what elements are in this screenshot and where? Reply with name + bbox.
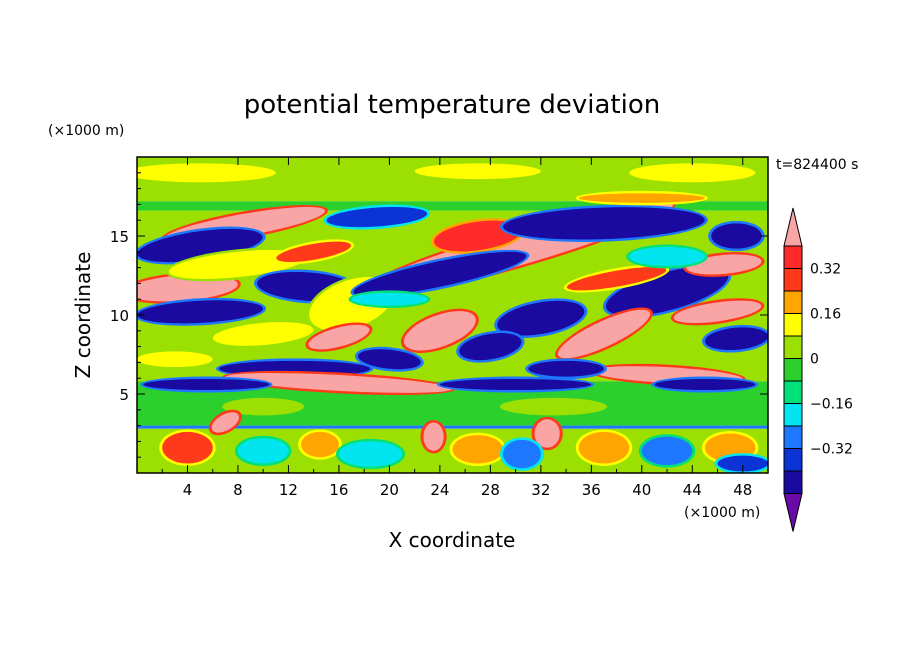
field-feature-50 [502,439,541,469]
field-feature-30 [439,378,592,391]
field-feature-46 [237,438,289,464]
field-feature-10 [503,207,705,240]
field-feature-36 [137,163,276,183]
field-feature-11 [326,206,428,228]
field-feature-42 [211,412,240,433]
chart-title: potential temperature deviation [244,90,660,120]
y-axis-label: Z coordinate [71,252,95,379]
x-axis-unit: (×1000 m) [684,505,760,521]
x-tick-label: 12 [279,481,298,499]
field-feature-14 [711,223,762,249]
colorbar-box [783,358,803,382]
x-tick-label: 32 [531,481,550,499]
x-tick-label: 36 [582,481,601,499]
field-feature-15 [673,300,762,324]
x-tick-label: 16 [329,481,348,499]
colorbar-box [783,403,803,427]
colorbar-tick-label: 0 [810,352,819,368]
field-feature-47 [301,431,339,458]
x-tick-label: 8 [233,481,243,499]
field-feature-51 [578,431,630,464]
field-feature-16 [705,327,768,351]
field-feature-39 [578,193,705,203]
colorbar-tick-label: −0.32 [810,442,853,458]
x-tick-label: 28 [481,481,500,499]
colorbar: 0.32 0.16 0 −0.16 −0.32 [783,207,853,532]
x-tick-label: 4 [183,481,193,499]
field-feature-12 [605,266,729,316]
field-feature-34 [276,241,351,262]
field-feature-19 [403,311,476,351]
field-feature-37 [414,163,541,180]
colorbar-box [783,425,803,449]
field-feature-25 [137,351,213,368]
colorbar-tick-label: 0.16 [810,307,841,323]
field-feature-49 [452,435,503,464]
field-feature-54 [717,455,768,472]
field-feature-28 [528,360,604,377]
x-tick-label: 40 [632,481,651,499]
colorbar-box [783,245,803,269]
field-feature-8 [433,220,522,252]
y-tick-label: 10 [110,307,129,325]
field-feature-40 [225,400,302,413]
field-feature-48 [338,441,403,467]
colorbar-box [783,268,803,292]
colorbar-box [783,448,803,472]
colorbar-box [783,290,803,314]
field-feature-38 [629,163,756,183]
time-label: t=824400 s [776,157,858,173]
field-feature-9 [353,251,527,297]
colorbar-tick-label: 0.32 [810,262,841,278]
field-feature-20 [459,332,522,361]
colorbar-bottom-arrow [783,493,803,532]
x-tick-label: 44 [683,481,702,499]
field-feature-1 [137,228,263,263]
y-axis-ticks: 5 10 15 [110,172,768,458]
field-feature-41 [502,400,604,413]
x-axis-label: X coordinate [389,528,516,552]
field-feature-22 [308,324,370,350]
field-feature-21 [212,322,314,346]
field-feature-32 [566,266,667,291]
x-tick-label: 48 [733,481,752,499]
x-tick-label: 24 [430,481,449,499]
x-tick-label: 20 [380,481,399,499]
y-tick-label: 5 [119,386,129,404]
field-feature-23 [358,349,421,370]
field-feature-29 [143,378,270,391]
field-feature-35 [351,292,428,306]
field-feature-52 [641,436,693,466]
field-feature-31 [654,378,756,391]
field-feature-45 [162,431,213,464]
colorbar-box [783,470,803,494]
field-feature-18 [497,300,585,336]
y-tick-label: 15 [110,228,129,246]
field-band-5 [137,425,768,429]
field-feature-26 [225,373,453,393]
field-feature-4 [137,300,264,324]
field-feature-43 [423,422,444,451]
field-feature-17 [557,309,651,359]
field-feature-44 [534,419,560,448]
colorbar-box [783,380,803,404]
colorbar-top-arrow [783,207,803,247]
colorbar-box [783,335,803,359]
colorbar-tick-label: −0.16 [810,397,853,413]
y-axis-unit: (×1000 m) [48,123,124,139]
x-axis-ticks: 4 8 12 16 20 24 28 32 36 40 44 48 [161,157,752,499]
field-feature-33 [629,247,705,267]
plot-area [137,157,768,473]
field-band-1 [137,201,768,211]
colorbar-box [783,313,803,337]
field-feature-2 [137,274,238,302]
